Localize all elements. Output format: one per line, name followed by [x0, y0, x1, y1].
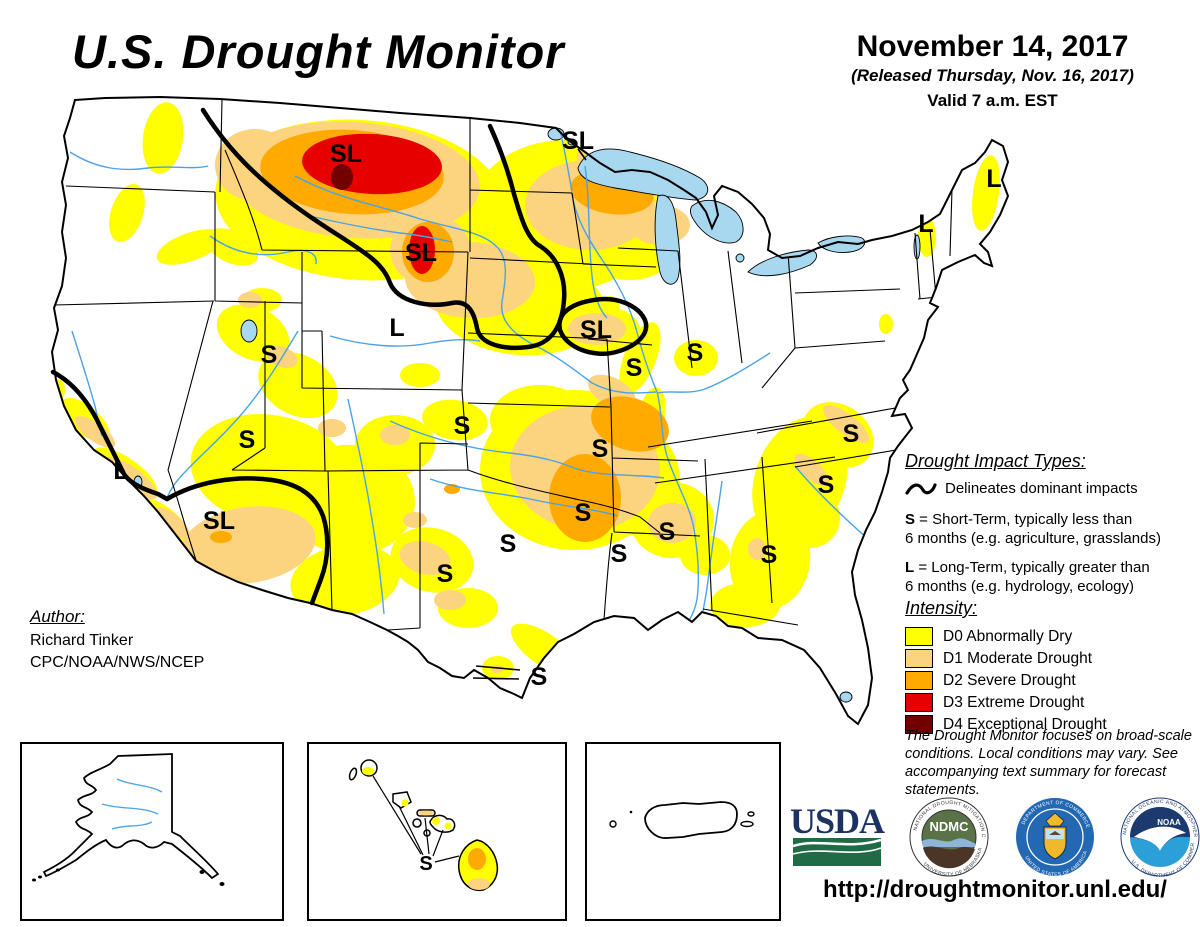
author-block: Author: Richard Tinker CPC/NOAA/NWS/NCEP [30, 606, 204, 674]
map-impact-label: S [575, 499, 592, 527]
intensity-row-d2: D2 Severe Drought [905, 671, 1200, 690]
map-impact-label: S [843, 420, 860, 448]
map-impact-label: SL [330, 140, 362, 168]
d4-color-swatch [905, 715, 933, 734]
delineates-row: Delineates dominant impacts [905, 479, 1200, 498]
map-impact-label: S [611, 540, 628, 568]
disclaimer-text: The Drought Monitor focuses on broad-sca… [905, 728, 1192, 798]
intensity-label: D1 Moderate Drought [943, 649, 1093, 667]
noaa-bird-icon [1134, 826, 1186, 851]
department-of-commerce-seal: DEPARTMENT OF COMMERCE UNITED STATES OF … [1015, 798, 1094, 877]
intensity-rows: D0 Abnormally Dry D1 Moderate Drought D2 S… [905, 627, 1200, 734]
label-leader-lines [472, 148, 587, 680]
delineates-label: Delineates dominant impacts [945, 480, 1138, 497]
alaska-map [32, 753, 225, 886]
author-name: Richard Tinker [30, 632, 134, 649]
intensity-legend: Intensity: D0 Abnormally Dry D1 Moderate … [905, 598, 1200, 737]
delineation-squiggle-icon [905, 482, 937, 495]
intensity-row-d4: D4 Exceptional Drought [905, 715, 1200, 734]
hawaii-map: S [348, 759, 499, 892]
alaska-inset [20, 742, 284, 921]
map-impact-label: S [261, 341, 278, 369]
usda-field-icon [793, 838, 881, 866]
date-block: November 14, 2017 (Released Thursday, No… [795, 30, 1190, 111]
ndmc-wordmark: NDMC [930, 819, 970, 834]
intensity-row-d1: D1 Moderate Drought [905, 649, 1200, 668]
map-impact-label: S [454, 412, 471, 440]
intensity-label: D2 Severe Drought [943, 671, 1076, 689]
map-impact-label: S [659, 518, 676, 546]
d2-color-swatch [905, 671, 933, 690]
d1-color-swatch [905, 649, 933, 668]
map-impact-label: SL [562, 127, 594, 155]
map-impact-label: L [389, 314, 404, 342]
author-org: CPC/NOAA/NWS/NCEP [30, 654, 205, 671]
hawaii-inset: S [307, 742, 567, 921]
website-url: http://droughtmonitor.unl.edu/ [823, 876, 1167, 903]
puerto-rico-map [609, 801, 755, 839]
impact-legend: Drought Impact Types: Delineates dominan… [905, 452, 1200, 606]
map-impact-label: L [918, 210, 933, 238]
map-impact-label: S [239, 426, 256, 454]
map-impact-label: S [761, 541, 778, 569]
author-label: Author: [30, 607, 85, 626]
hawaii-impact-label: S [419, 853, 432, 875]
intensity-label: D4 Exceptional Drought [943, 715, 1107, 733]
intensity-row-d3: D3 Extreme Drought [905, 693, 1200, 712]
d3-color-swatch [905, 693, 933, 712]
page-title: U.S. Drought Monitor [72, 25, 565, 78]
map-impact-label: L [986, 165, 1001, 193]
impact-legend-title: Drought Impact Types: [905, 451, 1086, 471]
intensity-row-d0: D0 Abnormally Dry [905, 627, 1200, 646]
map-impact-label: SL [203, 507, 235, 535]
drought-d4-regions [331, 164, 353, 190]
puerto-rico-inset [585, 742, 781, 921]
map-impact-label: S [818, 471, 835, 499]
map-impact-label: L [113, 457, 128, 485]
d0-color-swatch [905, 627, 933, 646]
map-impact-label: SL [405, 239, 437, 267]
noaa-wordmark: NOAA [1157, 818, 1181, 827]
map-impact-label: S [531, 663, 548, 691]
us-outline [50, 95, 1010, 726]
intensity-label: D3 Extreme Drought [943, 693, 1085, 711]
map-impact-label: S [437, 560, 454, 588]
logo-row: USDA NATIONAL DROUGHT MITIGATION CENTER … [790, 797, 1200, 877]
impact-delineation-lines [50, 107, 649, 606]
state-borders [53, 99, 976, 631]
map-impact-label: S [500, 530, 517, 558]
rivers [69, 129, 869, 625]
map-date: November 14, 2017 [856, 30, 1129, 63]
short-term-definition: S = Short-Term, typically less than 6 mo… [905, 511, 1161, 547]
usda-wordmark: USDA [790, 801, 885, 841]
map-impact-label: S [626, 354, 643, 382]
map-impact-label: S [687, 339, 704, 367]
intensity-label: D0 Abnormally Dry [943, 627, 1073, 645]
intensity-legend-title: Intensity: [905, 598, 978, 618]
map-impact-label: SL [580, 316, 612, 344]
usda-logo: USDA [790, 801, 885, 868]
ndmc-logo: NATIONAL DROUGHT MITIGATION CENTER UNIVE… [909, 797, 989, 877]
long-term-definition: L = Long-Term, typically greater than 6 … [905, 559, 1150, 595]
noaa-logo: NATIONAL OCEANIC AND ATMOSPHERIC ADMINIS… [1120, 797, 1200, 877]
map-impact-label: S [592, 435, 609, 463]
valid-time: Valid 7 a.m. EST [927, 91, 1058, 110]
release-date: (Released Thursday, Nov. 16, 2017) [851, 66, 1134, 85]
doc-eagle-icon [1045, 812, 1065, 827]
